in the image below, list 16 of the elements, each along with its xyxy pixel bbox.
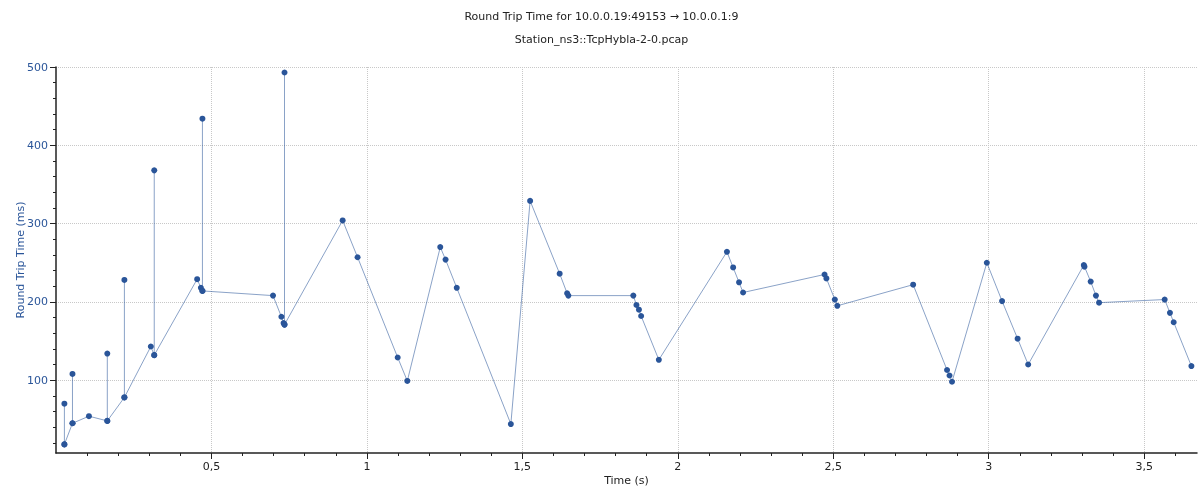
y-axis-title: Round Trip Time (ms): [14, 201, 27, 319]
chart-title: Round Trip Time for 10.0.0.19:49153 → 10.0.0.1:9: [464, 10, 739, 23]
y-tick-label: 100: [27, 373, 48, 387]
x-tick-label: 2,5: [824, 460, 842, 473]
x-tick-label: 3,5: [1135, 460, 1153, 473]
y-tick-label: 300: [27, 217, 48, 231]
x-tick-label: 2: [674, 460, 682, 473]
y-tick-label: 200: [27, 295, 48, 309]
x-tick-label: 1: [363, 460, 371, 473]
x-axis-title: Time (s): [603, 474, 649, 487]
y-tick-label: 500: [27, 60, 48, 74]
x-tick-label: 0,5: [202, 460, 221, 473]
x-tick-label: 1,5: [513, 460, 532, 473]
x-tick-label: 3: [985, 460, 993, 473]
chart-subtitle: Station_ns3::TcpHybla-2-0.pcap: [514, 33, 689, 46]
y-tick-label: 400: [27, 138, 48, 152]
